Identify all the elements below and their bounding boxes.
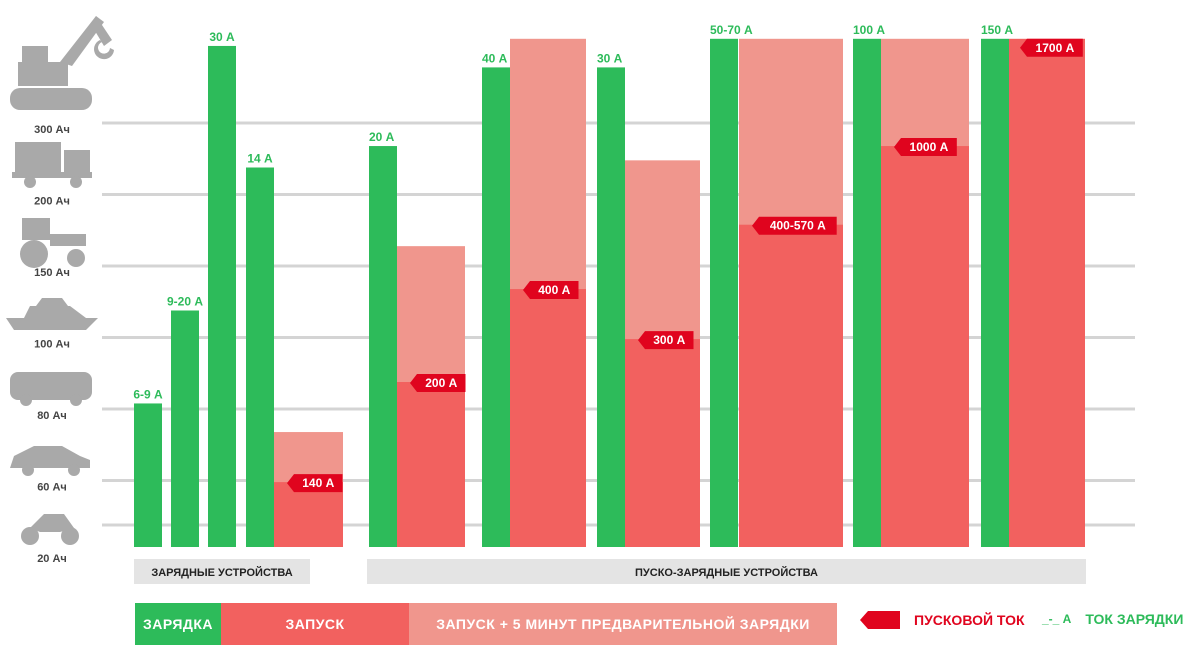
start-bar (625, 339, 700, 547)
charge-bar (482, 67, 510, 548)
category-labels: 20 Ач 60 Ач 80 Ач 100 Ач 150 Ач 200 Ач 300 Ач (34, 124, 70, 565)
category-label: 300 Ач (34, 124, 70, 136)
charge-current-label: 40 А (482, 51, 508, 65)
peak-current-label: 400 А (538, 283, 570, 297)
charge-bar (710, 38, 738, 548)
truck-icon (12, 142, 92, 188)
legend-start: ЗАПУСК (221, 603, 409, 645)
peak-current-tag (752, 216, 837, 235)
legend: ЗАРЯДКА ЗАПУСК ЗАПУСК + 5 МИНУТ ПРЕДВАРИ… (135, 603, 837, 645)
category-icons (6, 16, 114, 545)
charge-current-label: 150 А (981, 23, 1013, 37)
charge-current-label: 20 А (369, 130, 395, 144)
peak-current-tag (894, 138, 957, 157)
category-label: 20 Ач (37, 553, 67, 565)
peak-current-tag (410, 374, 466, 392)
charge-current-label: 14 А (247, 152, 273, 166)
peak-current-label: 300 А (653, 333, 685, 347)
legend-peak-label: ПУСКОВОЙ ТОК (914, 612, 1025, 628)
section-bar (367, 559, 1086, 584)
car-icon (10, 446, 90, 476)
tractor-icon (20, 218, 86, 268)
peak-current-tag (1020, 38, 1083, 57)
peak-current-label: 1700 А (1036, 41, 1075, 55)
start-bar (397, 382, 465, 547)
charge-bar (134, 403, 162, 547)
motorcycle-icon (21, 514, 79, 545)
bars: 6-9 А 9-20 А 30 А 14 А 140 А 20 А 200 А 40 А 400… (133, 23, 1085, 548)
section-label: ПУСКО-ЗАРЯДНЫЕ УСТРОЙСТВА (635, 566, 818, 579)
charge-current-label: 6-9 А (133, 387, 163, 401)
van-icon (10, 372, 92, 406)
peak-current-tag (523, 281, 579, 300)
section-bar (134, 559, 310, 584)
category-label: 150 Ач (34, 267, 70, 279)
category-label: 100 Ач (34, 339, 70, 351)
peak-current-label: 140 А (302, 476, 334, 490)
peak-tag-icon (860, 611, 900, 629)
peak-current-label: 1000 А (910, 140, 949, 154)
legend-charge: ЗАРЯДКА (135, 603, 221, 645)
boat-icon (6, 298, 98, 330)
legend-charge-current: _-_ А ТОК ЗАРЯДКИ (1042, 611, 1183, 627)
charge-bar (597, 67, 625, 548)
charge-current-label: 30 А (597, 51, 623, 65)
peak-current-label: 400-570 А (770, 219, 826, 233)
legend-start-plus: ЗАПУСК + 5 МИНУТ ПРЕДВАРИТЕЛЬНОЙ ЗАРЯДКИ (409, 603, 837, 645)
excavator-icon (10, 16, 114, 110)
category-label: 200 Ач (34, 196, 70, 208)
peak-current-tag (638, 331, 694, 350)
section-labels: ЗАРЯДНЫЕ УСТРОЙСТВА ПУСКО-ЗАРЯДНЫЕ УСТРОЙ… (134, 559, 1086, 584)
charge-bar (981, 38, 1009, 548)
charge-bar (853, 38, 881, 548)
start-bar (881, 146, 969, 548)
legend-peak-current: ПУСКОВОЙ ТОК (860, 609, 1025, 631)
charge-bar (208, 45, 236, 547)
peak-current-tag (287, 474, 343, 493)
category-label: 60 Ач (37, 482, 67, 494)
start-bar (274, 482, 343, 547)
start-bar (510, 289, 586, 547)
charge-current-label: 50-70 А (710, 23, 753, 37)
section-label: ЗАРЯДНЫЕ УСТРОЙСТВА (151, 566, 292, 579)
charge-bar (246, 167, 274, 547)
charge-current-label: 9-20 А (167, 295, 203, 309)
charge-bar (369, 146, 397, 548)
charge-current-label: 100 А (853, 23, 885, 37)
legend-current-label: ТОК ЗАРЯДКИ (1085, 611, 1184, 627)
category-label: 80 Ач (37, 410, 67, 422)
start-bar (1009, 38, 1085, 548)
peak-current-label: 200 А (425, 376, 457, 390)
charge-current-label: 30 А (209, 30, 235, 44)
legend-current-sample: _-_ А (1042, 612, 1072, 626)
start-bar (739, 224, 843, 547)
charge-bar (171, 310, 199, 547)
